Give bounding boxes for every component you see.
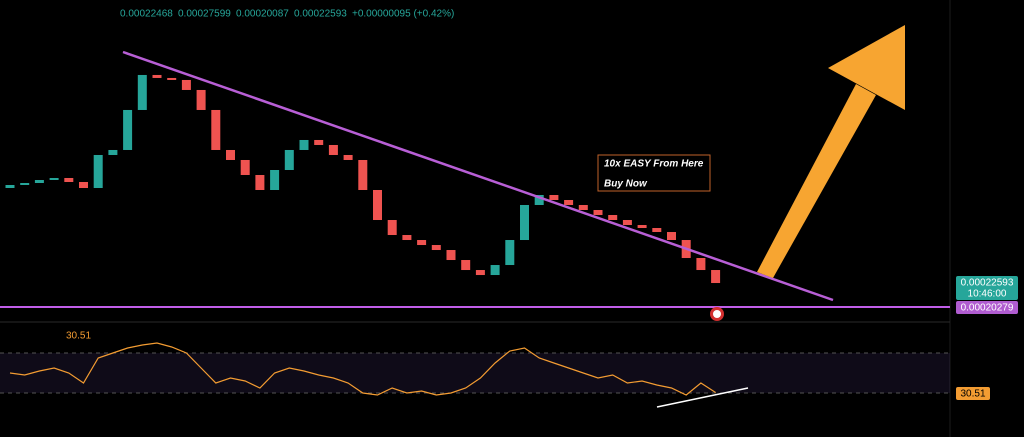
- candle: [226, 149, 235, 160]
- candle: [93, 154, 103, 188]
- candle: [564, 200, 574, 206]
- candle: [608, 215, 618, 221]
- candle: [152, 74, 162, 78]
- trendline: [122, 50, 834, 302]
- candle: [417, 240, 427, 246]
- candle: [593, 210, 603, 216]
- annotation-box: [597, 154, 711, 192]
- candle: [167, 77, 177, 80]
- candle: [505, 240, 515, 266]
- candle: [123, 109, 133, 150]
- candle: [314, 139, 324, 145]
- close-value: 0.00022593: [294, 9, 347, 20]
- arrow-head: [828, 25, 905, 110]
- candle: [108, 149, 118, 155]
- last-price-tag: [956, 276, 1018, 300]
- candle: [520, 205, 529, 241]
- rsi-trendline: [656, 387, 749, 408]
- event-icon-inner: [713, 310, 721, 318]
- candle: [652, 228, 662, 233]
- candle: [461, 260, 471, 271]
- annotation-text: Buy Now: [604, 179, 648, 190]
- candle: [343, 154, 353, 160]
- candle: [431, 245, 441, 251]
- candle: [387, 220, 397, 236]
- candle: [211, 109, 221, 150]
- candle: [49, 177, 59, 180]
- candle: [578, 205, 588, 211]
- candle: [475, 270, 485, 276]
- low-value: 0.00020087: [236, 9, 289, 20]
- candle: [696, 258, 706, 271]
- candle: [255, 174, 265, 190]
- candle: [534, 195, 544, 206]
- ohlc-header: 0.00022468 0.00027599 0.00020087 0.00022…: [120, 9, 454, 20]
- candle: [34, 179, 44, 183]
- candle: [137, 74, 147, 110]
- candle: [64, 177, 74, 183]
- rsi-value-tag: [956, 387, 990, 400]
- candle: [373, 189, 382, 221]
- rsi-band: [0, 353, 950, 393]
- candle: [181, 79, 191, 90]
- candle: [711, 270, 721, 284]
- candle: [490, 265, 500, 276]
- change-value: +0.00000095 (+0.42%): [352, 9, 454, 20]
- candle: [240, 159, 250, 175]
- plot: [0, 74, 950, 396]
- support-price-tag: [956, 301, 1018, 314]
- candle: [79, 182, 88, 188]
- annotation-text: 10x EASY From Here: [604, 159, 704, 170]
- rsi-line: [9, 342, 716, 396]
- open-value: 0.00022468: [120, 9, 173, 20]
- candle: [270, 169, 280, 190]
- support-price: 0.00020279: [961, 303, 1014, 314]
- candle: [299, 139, 309, 150]
- candle: [20, 182, 30, 185]
- candle: [328, 144, 338, 155]
- candle: [446, 250, 456, 261]
- candle: [5, 184, 15, 188]
- rsi-value-tag-text: 30.51: [960, 389, 985, 400]
- countdown: 10:46:00: [968, 289, 1007, 300]
- candle: [284, 149, 294, 170]
- candle: [549, 195, 559, 201]
- candle: [622, 220, 632, 226]
- high-value: 0.00027599: [178, 9, 231, 20]
- last-price: 0.00022593: [961, 278, 1014, 289]
- arrow-shaft: [757, 84, 876, 278]
- candle: [358, 159, 368, 190]
- rsi-value-label: 30.51: [66, 331, 91, 342]
- candle: [402, 235, 412, 241]
- candle: [667, 232, 676, 241]
- candle: [196, 89, 206, 110]
- candle: [637, 225, 647, 229]
